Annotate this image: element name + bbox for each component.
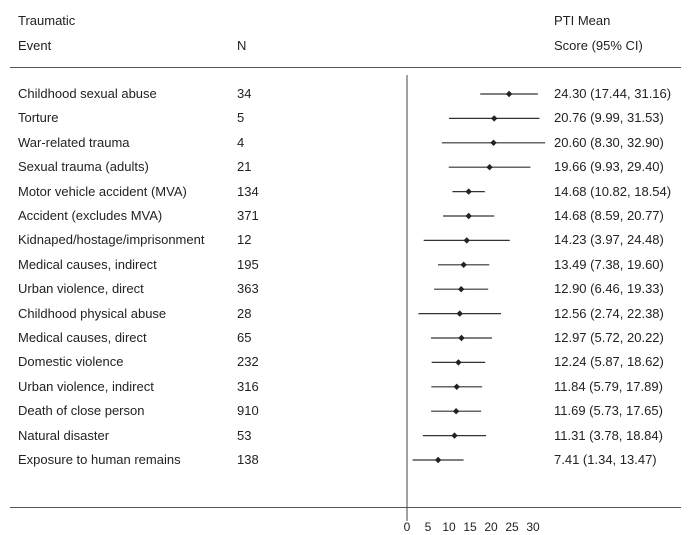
x-tick-label: 15 (463, 520, 477, 534)
score-ci-label: 14.68 (8.59, 20.77) (554, 208, 664, 223)
mean-point (463, 237, 470, 244)
footer-rule (10, 507, 681, 508)
event-label: Medical causes, direct (18, 330, 147, 345)
mean-point (458, 334, 465, 342)
mean-point (490, 115, 498, 122)
mean-point (505, 90, 513, 98)
n-header: N (237, 38, 247, 53)
event-label: Sexual trauma (adults) (18, 159, 149, 175)
score-ci-label: 14.68 (10.82, 18.54) (554, 183, 672, 199)
score-ci-label: 14.23 (3.97, 24.48) (554, 232, 664, 248)
event-label: Accident (excludes MVA) (18, 208, 163, 223)
n-value: 12 (237, 232, 252, 248)
mean-point (455, 359, 462, 366)
score-ci-label: 12.90 (6.46, 19.33) (554, 281, 664, 297)
mean-point (451, 432, 458, 439)
score-ci-label: 12.97 (5.72, 20.22) (554, 330, 664, 345)
event-label: Death of close person (18, 403, 145, 419)
event-label: Urban violence, indirect (18, 378, 154, 394)
n-value: 5 (237, 110, 245, 126)
event-header-line2: Event (18, 38, 52, 53)
n-value: 232 (237, 354, 259, 370)
score-ci-label: 20.60 (8.30, 32.90) (554, 134, 664, 150)
x-tick-label: 5 (425, 520, 432, 534)
n-value: 134 (237, 183, 259, 199)
mean-point (490, 139, 497, 146)
n-value: 4 (237, 134, 245, 150)
score-header-line1: PTI Mean (554, 13, 611, 28)
event-label: Childhood sexual abuse (18, 86, 157, 101)
mean-point (465, 212, 472, 220)
event-label: War-related trauma (18, 134, 130, 150)
score-ci-label: 12.56 (2.74, 22.38) (554, 305, 664, 321)
n-value: 21 (237, 159, 252, 175)
score-ci-label: 13.49 (7.38, 19.60) (554, 256, 664, 272)
event-label: Torture (18, 110, 59, 126)
score-ci-label: 12.24 (5.87, 18.62) (554, 354, 664, 370)
event-label: Motor vehicle accident (MVA) (18, 183, 187, 199)
mean-point (452, 408, 460, 415)
n-value: 53 (237, 427, 252, 443)
n-value: 371 (237, 208, 259, 223)
n-value: 34 (237, 86, 252, 101)
x-tick-label: 0 (404, 520, 411, 534)
score-ci-label: 11.69 (5.73, 17.65) (554, 403, 663, 419)
mean-point (456, 310, 463, 317)
n-value: 316 (237, 378, 259, 394)
n-value: 138 (237, 452, 259, 467)
n-value: 28 (237, 305, 252, 321)
score-ci-label: 24.30 (17.44, 31.16) (554, 86, 672, 101)
mean-point (453, 383, 460, 390)
x-tick-label: 10 (442, 520, 456, 534)
x-tick-label: 20 (484, 520, 498, 534)
event-label: Medical causes, indirect (18, 256, 157, 272)
score-ci-label: 11.31 (3.78, 18.84) (554, 427, 663, 443)
mean-point (434, 456, 442, 464)
n-value: 910 (237, 403, 259, 419)
x-tick-label: 25 (505, 520, 519, 534)
score-ci-label: 20.76 (9.99, 31.53) (554, 110, 664, 126)
n-value: 195 (237, 256, 259, 272)
mean-point (486, 164, 493, 171)
score-ci-label: 19.66 (9.93, 29.40) (554, 159, 664, 175)
score-header-line2: Score (95% CI) (554, 38, 643, 53)
event-label: Urban violence, direct (18, 281, 144, 297)
n-value: 65 (237, 330, 252, 345)
mean-point (460, 261, 467, 268)
event-header-line1: Traumatic (18, 13, 76, 28)
mean-point (465, 188, 472, 195)
n-value: 363 (237, 281, 259, 297)
event-label: Childhood physical abuse (18, 305, 167, 321)
event-label: Natural disaster (18, 427, 110, 443)
event-label: Exposure to human remains (18, 452, 181, 467)
score-ci-label: 11.84 (5.79, 17.89) (554, 378, 663, 394)
event-label: Domestic violence (18, 354, 124, 370)
event-label: Kidnaped/hostage/imprisonment (18, 232, 205, 248)
header-rule (10, 67, 681, 68)
score-ci-label: 7.41 (1.34, 13.47) (554, 452, 657, 467)
mean-point (457, 286, 465, 293)
x-tick-label: 30 (526, 520, 540, 534)
